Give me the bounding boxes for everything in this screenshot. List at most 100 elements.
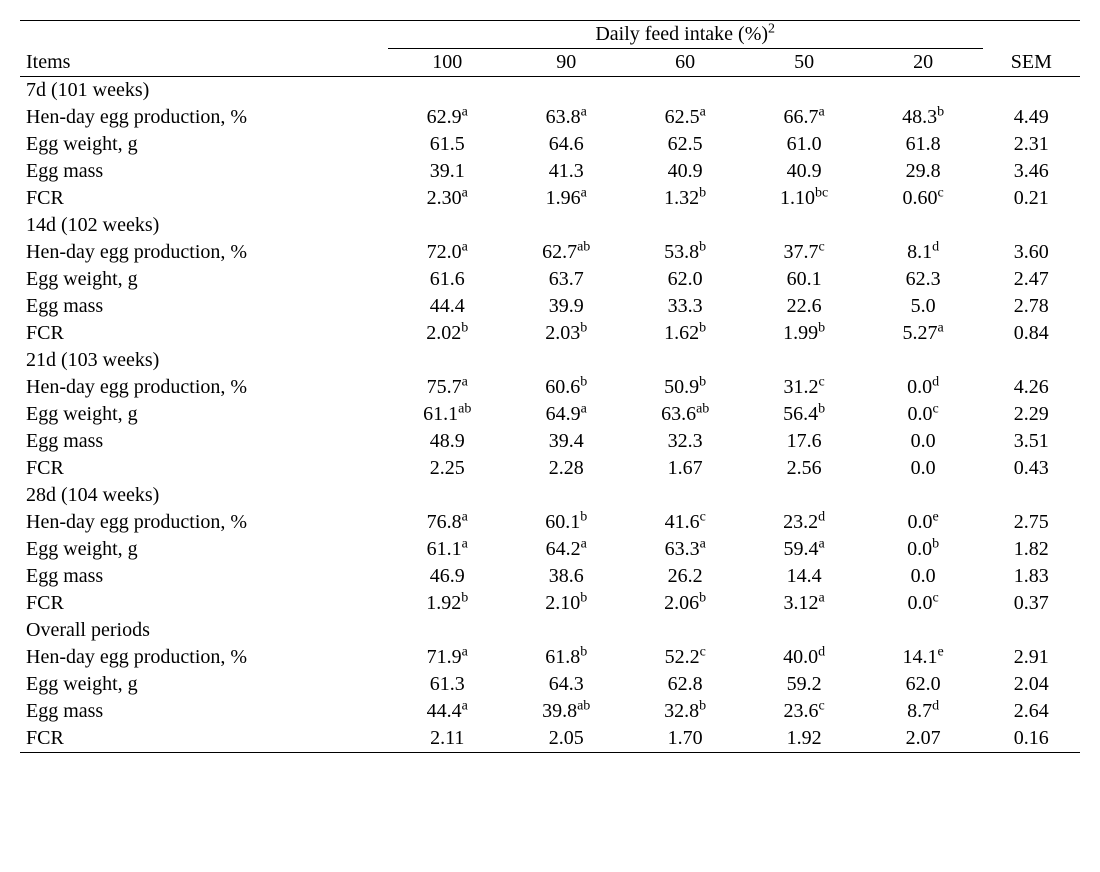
header-group-sup: 2 xyxy=(768,21,775,36)
value-text: 63.8 xyxy=(546,106,581,128)
row-label: Egg mass xyxy=(20,563,388,590)
value-cell: 1.92b xyxy=(388,590,507,617)
value-superscript: b xyxy=(580,374,587,389)
value-superscript: b xyxy=(580,590,587,605)
value-superscript: a xyxy=(462,239,468,254)
section-title-row: 28d (104 weeks) xyxy=(20,482,1080,509)
table-row: FCR2.112.051.701.922.070.16 xyxy=(20,725,1080,753)
value-text: 75.7 xyxy=(427,376,462,398)
section-title: 7d (101 weeks) xyxy=(20,77,1080,105)
value-text: 40.9 xyxy=(668,160,703,182)
value-text: 26.2 xyxy=(668,565,703,587)
value-text: 50.9 xyxy=(664,376,699,398)
value-cell: 46.9 xyxy=(388,563,507,590)
value-text: 61.0 xyxy=(787,133,822,155)
value-text: 1.92 xyxy=(426,592,461,614)
row-label: Hen-day egg production, % xyxy=(20,239,388,266)
value-cell: 2.10b xyxy=(507,590,626,617)
value-superscript: b xyxy=(699,239,706,254)
table-header: Items Daily feed intake (%)2 SEM 100 90 … xyxy=(20,21,1080,77)
header-level-3: 50 xyxy=(745,49,864,77)
value-text: 40.9 xyxy=(787,160,822,182)
section-title: Overall periods xyxy=(20,617,1080,644)
value-cell: 2.02b xyxy=(388,320,507,347)
value-superscript: ab xyxy=(577,698,590,713)
value-cell: 40.9 xyxy=(745,158,864,185)
value-text: 62.8 xyxy=(668,673,703,695)
value-cell: 60.1 xyxy=(745,266,864,293)
value-text: 14.4 xyxy=(787,565,822,587)
header-items: Items xyxy=(20,21,388,77)
value-text: 56.4 xyxy=(783,403,818,425)
value-text: 44.4 xyxy=(430,295,465,317)
value-superscript: b xyxy=(580,509,587,524)
value-cell: 63.7 xyxy=(507,266,626,293)
value-cell: 61.1ab xyxy=(388,401,507,428)
value-text: 62.3 xyxy=(906,268,941,290)
value-cell: 62.3 xyxy=(864,266,983,293)
value-superscript: e xyxy=(938,644,944,659)
value-superscript: b xyxy=(818,401,825,416)
value-cell: 71.9a xyxy=(388,644,507,671)
value-cell: 0.0d xyxy=(864,374,983,401)
value-cell: 0.0b xyxy=(864,536,983,563)
value-superscript: a xyxy=(581,536,587,551)
value-cell: 64.2a xyxy=(507,536,626,563)
value-text: 2.28 xyxy=(549,457,584,479)
value-cell: 5.27a xyxy=(864,320,983,347)
value-text: 2.07 xyxy=(906,727,941,749)
value-text: 3.12 xyxy=(784,592,819,614)
table-row: Egg mass48.939.432.317.60.03.51 xyxy=(20,428,1080,455)
value-text: 62.0 xyxy=(668,268,703,290)
sem-cell: 4.26 xyxy=(983,374,1080,401)
value-text: 1.99 xyxy=(783,322,818,344)
sem-cell: 2.64 xyxy=(983,698,1080,725)
value-cell: 41.6c xyxy=(626,509,745,536)
header-level-1: 90 xyxy=(507,49,626,77)
row-label: FCR xyxy=(20,590,388,617)
table-row: Hen-day egg production, %72.0a62.7ab53.8… xyxy=(20,239,1080,266)
value-cell: 33.3 xyxy=(626,293,745,320)
value-text: 0.0 xyxy=(911,565,936,587)
table-row: Egg mass39.141.340.940.929.83.46 xyxy=(20,158,1080,185)
value-cell: 32.3 xyxy=(626,428,745,455)
value-cell: 1.32b xyxy=(626,185,745,212)
value-cell: 61.6 xyxy=(388,266,507,293)
table-row: Egg weight, g61.564.662.561.061.82.31 xyxy=(20,131,1080,158)
value-text: 1.10 xyxy=(780,187,815,209)
sem-cell: 1.82 xyxy=(983,536,1080,563)
value-cell: 61.5 xyxy=(388,131,507,158)
value-cell: 52.2c xyxy=(626,644,745,671)
value-text: 46.9 xyxy=(430,565,465,587)
value-cell: 48.3b xyxy=(864,104,983,131)
value-text: 1.32 xyxy=(664,187,699,209)
value-text: 2.03 xyxy=(545,322,580,344)
value-cell: 40.9 xyxy=(626,158,745,185)
table-row: Egg mass46.938.626.214.40.01.83 xyxy=(20,563,1080,590)
value-cell: 62.8 xyxy=(626,671,745,698)
value-text: 8.1 xyxy=(907,241,932,263)
value-cell: 37.7c xyxy=(745,239,864,266)
value-text: 5.0 xyxy=(911,295,936,317)
value-cell: 1.92 xyxy=(745,725,864,753)
value-text: 39.8 xyxy=(542,700,577,722)
header-group-text: Daily feed intake (%) xyxy=(595,23,768,45)
value-text: 63.3 xyxy=(665,538,700,560)
value-cell: 62.9a xyxy=(388,104,507,131)
value-superscript: b xyxy=(818,320,825,335)
value-superscript: c xyxy=(933,401,939,416)
value-superscript: a xyxy=(462,104,468,119)
value-cell: 61.8 xyxy=(864,131,983,158)
value-text: 76.8 xyxy=(427,511,462,533)
value-cell: 38.6 xyxy=(507,563,626,590)
value-text: 62.9 xyxy=(427,106,462,128)
value-cell: 64.6 xyxy=(507,131,626,158)
value-cell: 39.9 xyxy=(507,293,626,320)
value-cell: 61.8b xyxy=(507,644,626,671)
row-label: FCR xyxy=(20,185,388,212)
value-cell: 2.25 xyxy=(388,455,507,482)
value-text: 33.3 xyxy=(668,295,703,317)
value-text: 29.8 xyxy=(906,160,941,182)
value-cell: 39.1 xyxy=(388,158,507,185)
row-label: Egg mass xyxy=(20,293,388,320)
